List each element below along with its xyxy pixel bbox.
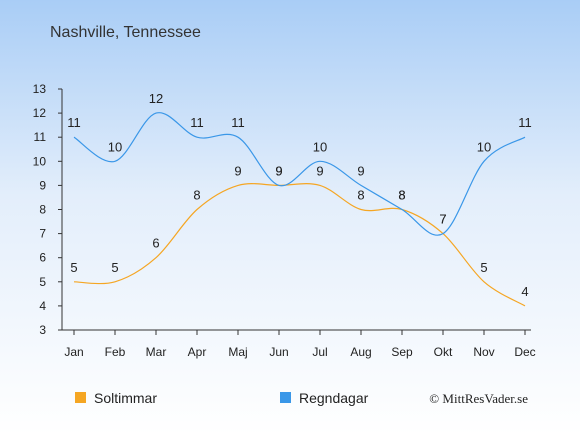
- data-label-soltimmar: 4: [521, 284, 528, 299]
- x-tick-label: Dec: [514, 345, 535, 359]
- data-label-regndagar: 10: [108, 139, 122, 154]
- data-label-regndagar: 11: [518, 115, 532, 130]
- data-label-regndagar: 11: [231, 115, 245, 130]
- data-label-regndagar: 11: [190, 115, 204, 130]
- x-tick-label: Feb: [105, 345, 126, 359]
- legend-swatch-regndagar: [280, 392, 291, 403]
- x-tick-label: Jul: [312, 345, 327, 359]
- x-tick-label: Okt: [434, 345, 453, 359]
- data-label-soltimmar: 5: [70, 260, 77, 275]
- data-label-regndagar: 11: [67, 115, 81, 130]
- x-tick-label: Nov: [473, 345, 494, 359]
- y-tick-label: 8: [39, 203, 46, 217]
- y-tick-label: 9: [39, 178, 46, 192]
- series-line-regndagar: [73, 112, 526, 236]
- data-label-regndagar: 7: [439, 212, 446, 227]
- data-label-soltimmar: 8: [357, 188, 364, 203]
- y-tick-label: 11: [34, 130, 47, 144]
- data-label-soltimmar: 8: [193, 188, 200, 203]
- data-label-soltimmar: 7: [439, 212, 446, 227]
- legend-swatch-soltimmar: [75, 392, 86, 403]
- data-label-soltimmar: 9: [316, 163, 323, 178]
- x-tick-label: Maj: [228, 345, 247, 359]
- data-label-regndagar: 10: [477, 139, 491, 154]
- legend-label-soltimmar: Soltimmar: [94, 390, 157, 406]
- data-label-regndagar: 8: [398, 188, 405, 203]
- x-tick-label: Jun: [269, 345, 288, 359]
- y-tick-label: 7: [39, 227, 46, 241]
- y-tick-label: 12: [33, 106, 47, 120]
- series-lines: [73, 112, 526, 307]
- data-label-soltimmar: 5: [480, 260, 487, 275]
- x-tick-label: Aug: [350, 345, 371, 359]
- x-tick-label: Sep: [391, 345, 413, 359]
- credit-text: © MittResVader.se: [429, 391, 528, 406]
- x-tick-label: Mar: [146, 345, 167, 359]
- y-tick-label: 3: [39, 323, 46, 337]
- data-label-regndagar: 12: [149, 91, 163, 106]
- axes: 3 4 5 6 7 8 9 10 11 12 13 Jan Feb Mar Apr Maj Jun Jul Aug S…: [33, 82, 536, 359]
- x-tick-label: Apr: [188, 345, 207, 359]
- x-tick-label: Jan: [64, 345, 83, 359]
- y-tick-label: 6: [39, 251, 46, 265]
- data-label-soltimmar: 5: [111, 260, 118, 275]
- data-label-soltimmar: 9: [234, 163, 241, 178]
- y-tick-label: 4: [39, 299, 46, 313]
- chart-title: Nashville, Tennessee: [50, 24, 201, 41]
- data-label-regndagar: 9: [357, 163, 364, 178]
- data-label-soltimmar: 8: [398, 188, 405, 203]
- data-label-regndagar: 9: [275, 163, 282, 178]
- data-label-soltimmar: 9: [275, 163, 282, 178]
- y-tick-label: 10: [33, 154, 47, 168]
- data-label-soltimmar: 6: [152, 236, 159, 251]
- legend-label-regndagar: Regndagar: [299, 390, 369, 406]
- legend: Soltimmar Regndagar: [75, 390, 369, 406]
- data-label-regndagar: 10: [313, 139, 327, 154]
- y-tick-label: 5: [39, 275, 46, 289]
- series-line-soltimmar: [73, 183, 526, 307]
- y-tick-label: 13: [33, 82, 47, 96]
